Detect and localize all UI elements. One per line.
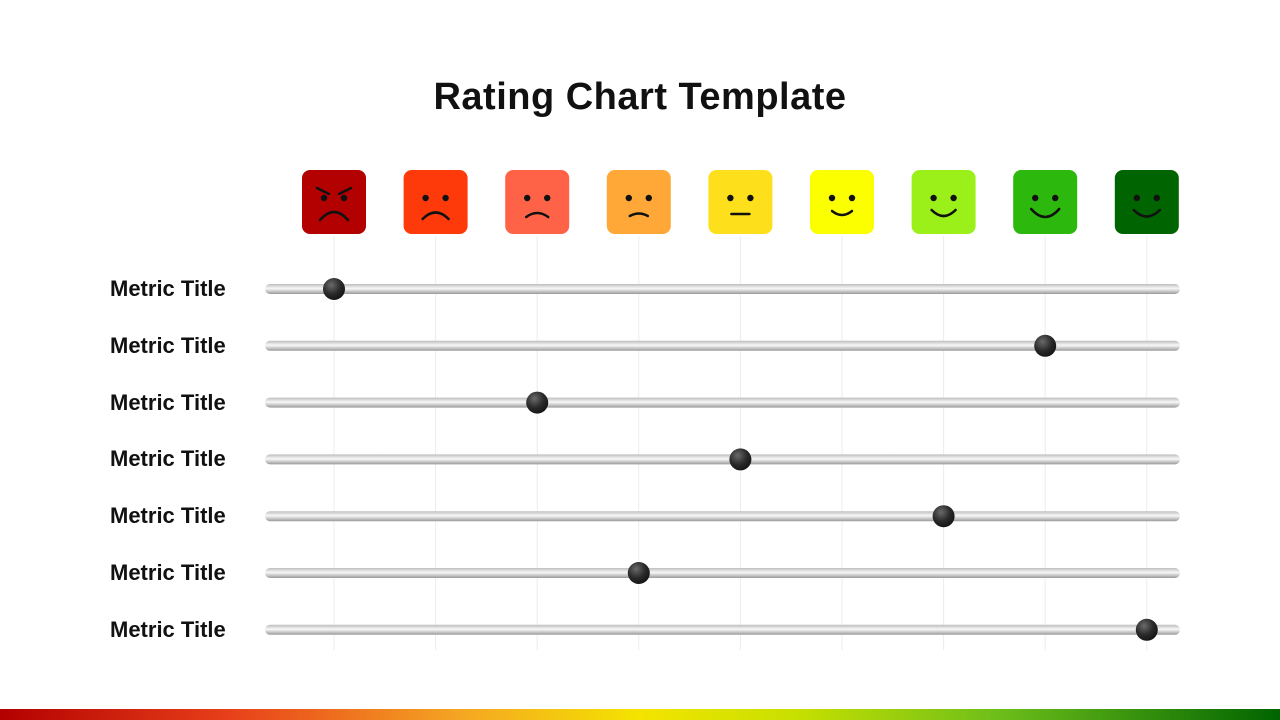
sad-face-icon xyxy=(403,170,468,234)
rating-track xyxy=(265,340,1180,351)
neutral-face-icon xyxy=(708,170,773,234)
rating-marker xyxy=(323,278,345,300)
metric-label: Metric Title xyxy=(110,276,226,301)
rating-marker xyxy=(1034,334,1057,357)
slightly-frowning-face-icon xyxy=(606,170,671,234)
rating-marker xyxy=(526,391,549,414)
rating-marker xyxy=(729,448,752,471)
page-title: Rating Chart Template xyxy=(433,76,847,118)
metric-label: Metric Title xyxy=(110,503,226,529)
rating-track xyxy=(265,397,1180,408)
metric-label: Metric Title xyxy=(110,389,226,415)
rating-marker xyxy=(1135,618,1158,641)
rating-track xyxy=(265,511,1180,522)
gradient-footer-bar xyxy=(0,709,1280,720)
frowning-face-icon xyxy=(505,170,570,234)
very-happy-face-icon xyxy=(1114,170,1179,234)
rating-track xyxy=(265,568,1180,578)
rating-track xyxy=(265,624,1180,635)
metric-label: Metric Title xyxy=(110,560,226,585)
rating-marker xyxy=(627,562,650,584)
rating-track xyxy=(265,454,1180,465)
smiling-face-icon xyxy=(911,170,976,234)
happy-face-icon xyxy=(1013,170,1078,234)
angry-face-icon xyxy=(302,170,366,234)
metric-label: Metric Title xyxy=(110,332,226,358)
metric-label: Metric Title xyxy=(110,616,226,642)
metric-label: Metric Title xyxy=(110,446,226,472)
rating-marker xyxy=(932,505,955,528)
rating-track xyxy=(265,284,1180,294)
slightly-smiling-face-icon xyxy=(810,170,874,234)
